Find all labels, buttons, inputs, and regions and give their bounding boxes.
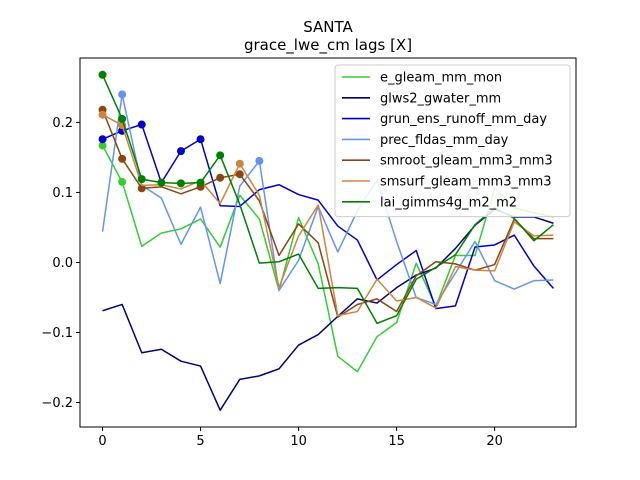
data-point bbox=[98, 141, 107, 150]
data-point bbox=[196, 178, 205, 187]
x-tick-label: 5 bbox=[196, 434, 204, 449]
y-tick-label: 0.1 bbox=[52, 186, 73, 201]
x-tick-label: 20 bbox=[486, 434, 503, 449]
legend-item-smroot_gleam_mm3_mm3: smroot_gleam_mm3_mm3 bbox=[342, 154, 553, 169]
legend-item-prec_fldas_mm_day: prec_fldas_mm_day bbox=[342, 133, 509, 148]
series-line-smsurf_gleam_mm3_mm3 bbox=[102, 114, 554, 317]
series-lai_gimms4g_m2_m2 bbox=[98, 70, 554, 325]
data-point bbox=[118, 90, 127, 99]
series-prec_fldas_mm_day bbox=[101, 90, 554, 306]
legend-label: smsurf_gleam_mm3_mm3 bbox=[380, 175, 552, 190]
x-tick-label: 15 bbox=[388, 434, 405, 449]
data-point bbox=[235, 159, 244, 168]
legend-item-grun_ens_runoff_mm_day: grun_ens_runoff_mm_day bbox=[342, 112, 547, 127]
x-tick-label: 0 bbox=[98, 434, 106, 449]
legend-label: grun_ens_runoff_mm_day bbox=[380, 112, 547, 127]
y-tick-label: −0.2 bbox=[41, 396, 73, 411]
data-point bbox=[255, 156, 264, 165]
legend-item-e_gleam_mm_mon: e_gleam_mm_mon bbox=[342, 71, 502, 86]
data-point bbox=[98, 70, 107, 79]
data-point bbox=[137, 184, 146, 193]
chart-subtitle: grace_lwe_cm lags [X] bbox=[244, 36, 412, 55]
legend: e_gleam_mm_mon glws2_gwater_mm grun_ens_ru… bbox=[334, 64, 571, 218]
y-tick-label: 0.2 bbox=[52, 116, 73, 131]
legend-label: prec_fldas_mm_day bbox=[380, 133, 509, 148]
data-point bbox=[176, 147, 185, 156]
axes: 0 5 10 15 20 −0.2 −0.1 0.0 0.1 0.2 bbox=[41, 57, 577, 449]
legend-label: e_gleam_mm_mon bbox=[380, 71, 502, 86]
data-point bbox=[235, 170, 244, 179]
legend-item-glws2_gwater_mm: glws2_gwater_mm bbox=[342, 91, 501, 106]
legend-item-smsurf_gleam_mm3_mm3: smsurf_gleam_mm3_mm3 bbox=[342, 175, 552, 190]
legend-box bbox=[334, 64, 571, 218]
data-point bbox=[137, 120, 146, 129]
data-point bbox=[216, 173, 225, 182]
data-point bbox=[137, 175, 146, 184]
data-point bbox=[118, 154, 127, 163]
x-tick-label: 10 bbox=[290, 434, 307, 449]
data-point bbox=[98, 135, 107, 144]
legend-label: lai_gimms4g_m2_m2 bbox=[380, 195, 517, 210]
legend-item-lai_gimms4g_m2_m2: lai_gimms4g_m2_m2 bbox=[342, 195, 517, 210]
data-point bbox=[118, 177, 127, 186]
data-point bbox=[176, 179, 185, 188]
legend-label: smroot_gleam_mm3_mm3 bbox=[380, 154, 553, 169]
data-point bbox=[157, 178, 166, 187]
series-e_gleam_mm_mon bbox=[98, 141, 554, 373]
axes-frame bbox=[79, 57, 577, 428]
data-point bbox=[98, 110, 107, 119]
series-line-e_gleam_mm_mon bbox=[101, 145, 554, 373]
y-tick-label: −0.1 bbox=[41, 326, 73, 341]
plot-area bbox=[98, 70, 555, 411]
series-line-smroot_gleam_mm3_mm3 bbox=[101, 109, 554, 318]
series-line-prec_fldas_mm_day bbox=[101, 93, 554, 306]
data-point bbox=[196, 135, 205, 144]
data-point bbox=[216, 151, 225, 160]
y-tick-label: 0.0 bbox=[52, 256, 73, 271]
legend-label: glws2_gwater_mm bbox=[380, 91, 501, 106]
chart-title: SANTA bbox=[303, 18, 353, 36]
data-point bbox=[118, 114, 127, 123]
